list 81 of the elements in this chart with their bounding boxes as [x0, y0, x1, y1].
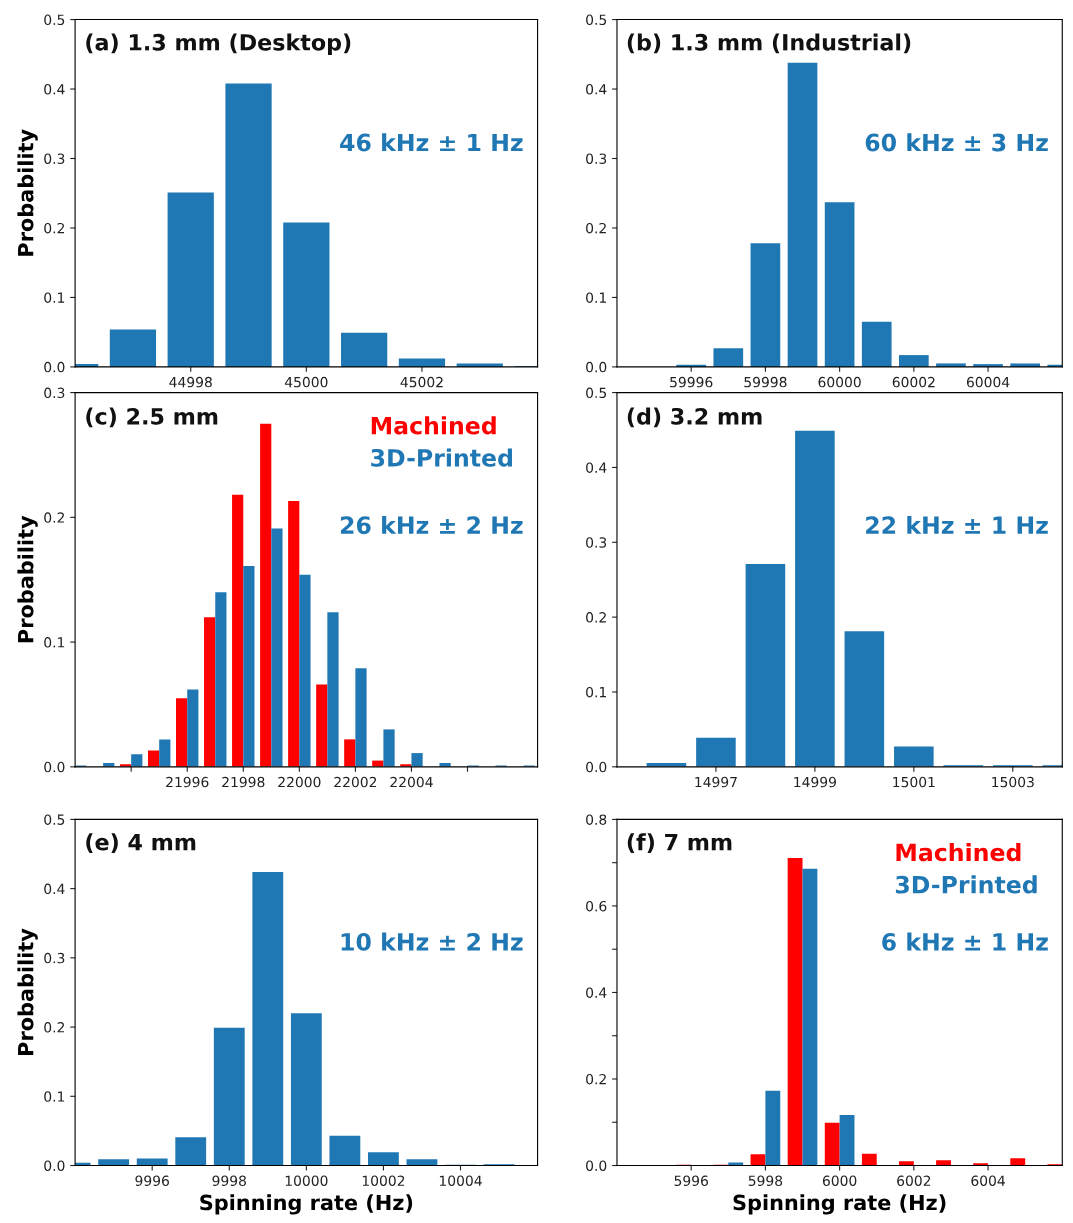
y-tick-label: 0.0 — [586, 761, 607, 773]
annotation: 10 kHz ± 2 Hz — [341, 932, 523, 951]
x-tick-label: 14997 — [695, 776, 737, 788]
y-tick-label: 0.1 — [44, 1091, 65, 1102]
y-tick-label: 0.4 — [586, 84, 607, 95]
x-tick-label: 15003 — [992, 776, 1034, 788]
x-tick-label: 45002 — [400, 376, 443, 388]
x-tick-label: 44998 — [169, 376, 212, 388]
y-tick-label: 0.5 — [44, 14, 65, 26]
x-tick-label: 22002 — [334, 776, 377, 788]
x-tick-label: 6000 — [822, 1175, 857, 1186]
x-tick-label: 60000 — [818, 376, 861, 388]
text: 3D-Printed — [371, 448, 512, 467]
y-tick-label: 0.0 — [586, 361, 607, 373]
y-tick-label: 0.3 — [586, 153, 607, 164]
y-tick-label: 0.4 — [586, 987, 607, 998]
y-axis-title: Probability — [17, 129, 38, 256]
text: (c) 2.5 mm — [86, 407, 218, 428]
y-tick-label: 0.2 — [44, 222, 64, 234]
text: (d) 3.2 mm — [627, 407, 762, 428]
y-tick-label: 0.1 — [44, 637, 65, 648]
y-tick-label: 0.0 — [44, 761, 65, 773]
x-tick-label: 9996 — [135, 1175, 169, 1186]
x-axis-title: Spinning rate (Hz) — [733, 1194, 946, 1215]
x-tick-label: 10004 — [439, 1175, 482, 1186]
x-tick-label: 59998 — [744, 376, 787, 388]
text: (b) 1.3 mm (Industrial) — [627, 33, 911, 54]
x-tick-label: 9998 — [212, 1175, 246, 1186]
y-tick-label: 0.2 — [44, 1022, 64, 1033]
x-tick-label: 60002 — [892, 376, 935, 388]
y-axis-title: Probability — [17, 928, 38, 1055]
y-tick-label: 0.4 — [44, 84, 65, 95]
y-tick-label: 0.2 — [586, 1073, 606, 1085]
y-tick-label: 0.0 — [44, 361, 65, 373]
y-tick-label: 0.1 — [586, 686, 606, 698]
y-tick-label: 0.8 — [586, 814, 607, 825]
annotation: 22 kHz ± 1 Hz — [866, 515, 1048, 534]
text: (f) 7 mm — [627, 833, 732, 854]
y-tick-label: 0.3 — [44, 952, 65, 964]
y-tick-label: 0.4 — [44, 883, 65, 895]
annotation: 60 kHz ± 3 Hz — [865, 133, 1048, 152]
x-tick-label: 21998 — [222, 776, 265, 788]
text: Machined — [896, 843, 1021, 862]
x-tick-label: 10000 — [285, 1175, 328, 1186]
y-axis-title: Probability — [17, 515, 38, 643]
text: (a) 1.3 mm (Desktop) — [86, 33, 351, 55]
y-tick-label: 0.2 — [586, 612, 606, 623]
x-tick-label: 21996 — [166, 776, 209, 788]
y-tick-label: 0.0 — [586, 1160, 607, 1171]
annotation: 26 kHz ± 2 Hz — [340, 515, 523, 535]
y-tick-label: 0.3 — [44, 387, 65, 399]
x-tick-label: 14999 — [794, 776, 836, 788]
x-tick-label: 45000 — [284, 376, 328, 388]
text: Machined — [371, 416, 496, 435]
x-tick-label: 15001 — [893, 776, 935, 788]
x-tick-label: 6002 — [897, 1175, 931, 1186]
x-tick-label: 59996 — [670, 376, 713, 388]
y-tick-label: 0.2 — [586, 222, 606, 234]
y-tick-label: 0.5 — [44, 814, 65, 825]
x-tick-label: 5998 — [748, 1175, 783, 1186]
x-tick-label: 5996 — [674, 1175, 708, 1186]
y-tick-label: 0.5 — [586, 14, 607, 26]
y-tick-label: 0.1 — [44, 292, 65, 303]
x-axis-title: Spinning rate (Hz) — [200, 1194, 413, 1215]
y-tick-label: 0.0 — [44, 1160, 65, 1171]
x-tick-label: 60004 — [966, 376, 1010, 388]
annotation: 46 kHz ± 1 Hz — [340, 133, 523, 152]
x-tick-label: 22000 — [278, 776, 321, 788]
y-tick-label: 0.5 — [586, 387, 607, 399]
text: (e) 4 mm — [86, 833, 196, 854]
x-tick-label: 10002 — [362, 1175, 405, 1186]
y-tick-label: 0.4 — [586, 462, 607, 473]
annotation: 6 kHz ± 1 Hz — [882, 932, 1048, 951]
y-tick-label: 0.1 — [586, 292, 606, 303]
y-tick-label: 0.2 — [44, 512, 64, 523]
y-tick-label: 0.3 — [44, 153, 65, 164]
y-tick-label: 0.3 — [586, 537, 607, 548]
x-tick-label: 6004 — [971, 1175, 1005, 1186]
x-tick-label: 22004 — [390, 776, 433, 788]
y-tick-label: 0.6 — [586, 900, 607, 912]
text: 3D-Printed — [895, 875, 1037, 894]
